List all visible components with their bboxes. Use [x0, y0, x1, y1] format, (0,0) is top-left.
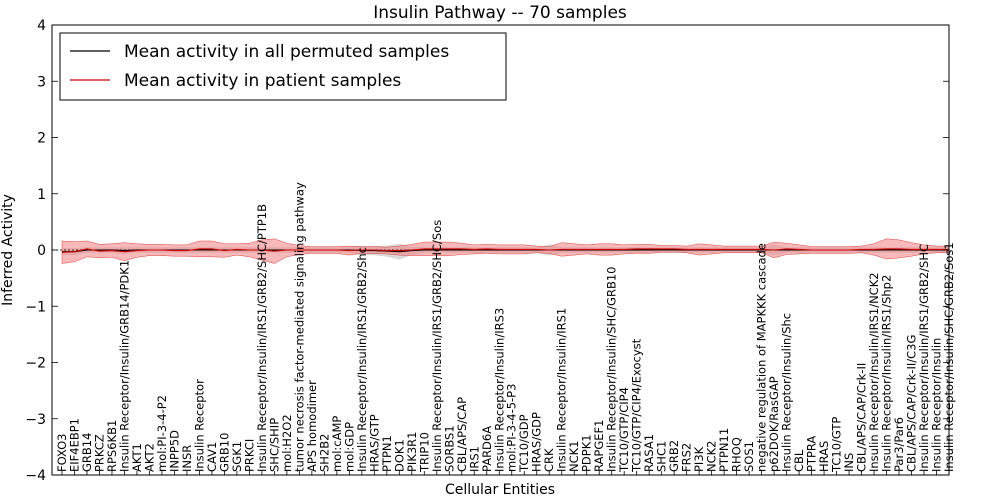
x-tick-label: Insulin Receptor/Insulin: [930, 338, 944, 472]
x-tick-label: SH2B2: [317, 434, 331, 472]
x-tick-label: TC10/GTP/CIP4: [617, 387, 631, 473]
x-tick-label: NCK2: [705, 441, 719, 473]
x-tick-label: INS: [842, 453, 856, 472]
chart-title: Insulin Pathway -- 70 samples: [373, 3, 627, 23]
x-tick-label: SOS1: [742, 441, 756, 472]
series-lines: [61, 248, 949, 253]
x-tick-label: IRS1: [467, 446, 481, 472]
x-tick-label: HRAS/GTP: [367, 414, 381, 472]
x-tick-label: TC10/GTP: [830, 417, 844, 473]
y-tick-label: 0: [37, 243, 46, 259]
x-tick-label: SORBS1: [442, 425, 456, 472]
y-tick-label: 1: [37, 187, 46, 203]
x-tick-label: CBL/APS/CAP/Crk-II: [855, 363, 869, 472]
x-tick-label: RPS6KB1: [105, 420, 119, 472]
plot-frame: [51, 24, 950, 476]
x-tick-label: Insulin Receptor/Insulin/IRS1: [555, 308, 569, 472]
x-tick-label: FOXO3: [55, 434, 69, 472]
y-axis-label: Inferred Activity: [0, 194, 16, 306]
x-tick-label: INPP5D: [167, 430, 181, 472]
x-tick-label: EIF4EBP1: [68, 418, 82, 472]
x-tick-label: PTPN11: [717, 428, 731, 472]
x-tick-label: Insulin Receptor/Insulin/IRS1/NCK2: [867, 272, 881, 472]
y-axis-ticks: 4 3 2 1 0 −1 −2 −3 −4: [25, 18, 949, 484]
x-tick-label: mol:PI-3-4-P2: [155, 395, 169, 472]
patient-band: [61, 238, 950, 264]
x-tick-label: mol:PI-3-4-5-P3: [505, 384, 519, 472]
x-tick-label: RHOQ: [730, 437, 744, 472]
x-tick-label: PTPRA: [805, 436, 819, 472]
x-tick-label: CBL/APS/CAP: [455, 397, 469, 472]
x-tick-label: CAV1: [205, 442, 219, 472]
x-tick-label: CBL/APS/CAP/Crk-II/C3G: [905, 335, 919, 472]
x-tick-label: NCK1: [567, 441, 581, 473]
x-tick-label: Insulin Receptor/Insulin/IRS3: [492, 308, 506, 472]
legend: Mean activity in all permuted samples Me…: [59, 32, 507, 101]
x-tick-label: PI3K: [692, 446, 706, 472]
x-tick-label: RAPGEF1: [592, 420, 606, 472]
x-tick-label: p62DOK/RasGAP: [767, 376, 781, 472]
x-tick-label: RASA1: [642, 434, 656, 472]
x-tick-label: PDPK1: [580, 434, 594, 472]
x-tick-label: Insulin Receptor/Insulin/IRS1/GRB2/SHC/P…: [255, 204, 269, 472]
x-tick-label: APS homodimer: [305, 380, 319, 472]
x-tick-label: FRS2: [680, 443, 694, 472]
x-tick-label: GRB14: [80, 433, 94, 472]
legend-box: [59, 32, 507, 101]
x-tick-label: PRKCI: [242, 439, 256, 472]
x-tick-label: SHC1: [655, 441, 669, 472]
x-tick-label: Insulin Receptor/Insulin/IRS1/GRB2/SHC: [917, 244, 931, 472]
x-tick-label: GRB2: [667, 440, 681, 472]
x-tick-label: mol:H2O2: [280, 414, 294, 472]
y-tick-label: 4: [37, 18, 46, 34]
y-tick-label: 3: [37, 74, 46, 90]
x-tick-label: TC10/GTP/CIP4/Exocyst: [630, 338, 644, 473]
x-tick-label: mol:cAMP: [330, 416, 344, 472]
x-tick-label: Insulin Receptor/Insulin/IRS1/GRB2/Shc: [355, 247, 369, 472]
x-tick-label: Insulin Receptor: [192, 379, 206, 472]
x-axis-label: Cellular Entities: [445, 482, 555, 498]
legend-label-patient: Mean activity in patient samples: [124, 71, 401, 91]
y-tick-label: −1: [25, 299, 46, 315]
y-tick-label: −4: [25, 468, 46, 484]
x-tick-label: tumor necrosis factor-mediated signaling…: [292, 182, 306, 472]
x-tick-label: PTPN1: [380, 435, 394, 472]
x-tick-label: TC10/GDP: [517, 414, 531, 473]
x-tick-label: SHC/SHIP: [267, 418, 281, 472]
x-tick-label: SGK1: [230, 441, 244, 472]
y-tick-label: 2: [37, 131, 46, 147]
x-tick-label: negative regulation of MAPKKK cascade: [755, 243, 769, 472]
patient-mean-line: [61, 248, 949, 253]
x-tick-label: PRKCZ: [93, 434, 107, 472]
x-tick-label: Insulin Receptor/Insulin/Shc: [780, 313, 794, 472]
y-tick-label: −2: [25, 356, 46, 372]
x-tick-label: Insulin Receptor/Insulin/GRB14/PDK1: [118, 260, 132, 472]
x-tick-label: AKT2: [143, 443, 157, 472]
x-tick-label: CRK: [542, 448, 556, 472]
x-tick-label: Par3/Par6: [892, 417, 906, 472]
x-tick-label: HRAS: [817, 441, 831, 472]
x-tick-label: AKT1: [130, 443, 144, 472]
legend-label-permuted: Mean activity in all permuted samples: [124, 42, 449, 62]
x-tick-label: TRIP10: [417, 432, 431, 473]
x-tick-label: GRB10: [217, 433, 231, 472]
x-tick-label: CBL: [792, 449, 806, 472]
x-tick-label: Insulin Receptor/Insulin/IRS1/GRB2/SHC/S…: [430, 220, 444, 472]
x-tick-label: INSR: [180, 445, 194, 472]
x-tick-label: Insulin Receptor/Insulin/SHC/GRB10: [605, 267, 619, 472]
x-tick-label: Insulin Receptor/Insulin/IRS1/Shp2: [880, 275, 894, 472]
x-tick-label: DOK1: [392, 439, 406, 472]
x-tick-label: PARD6A: [480, 426, 494, 472]
x-tick-label: PIK3R1: [405, 432, 419, 473]
y-tick-label: −3: [25, 412, 46, 428]
x-tick-label: HRAS/GDP: [530, 412, 544, 472]
x-tick-label: mol:GDP: [342, 422, 356, 472]
